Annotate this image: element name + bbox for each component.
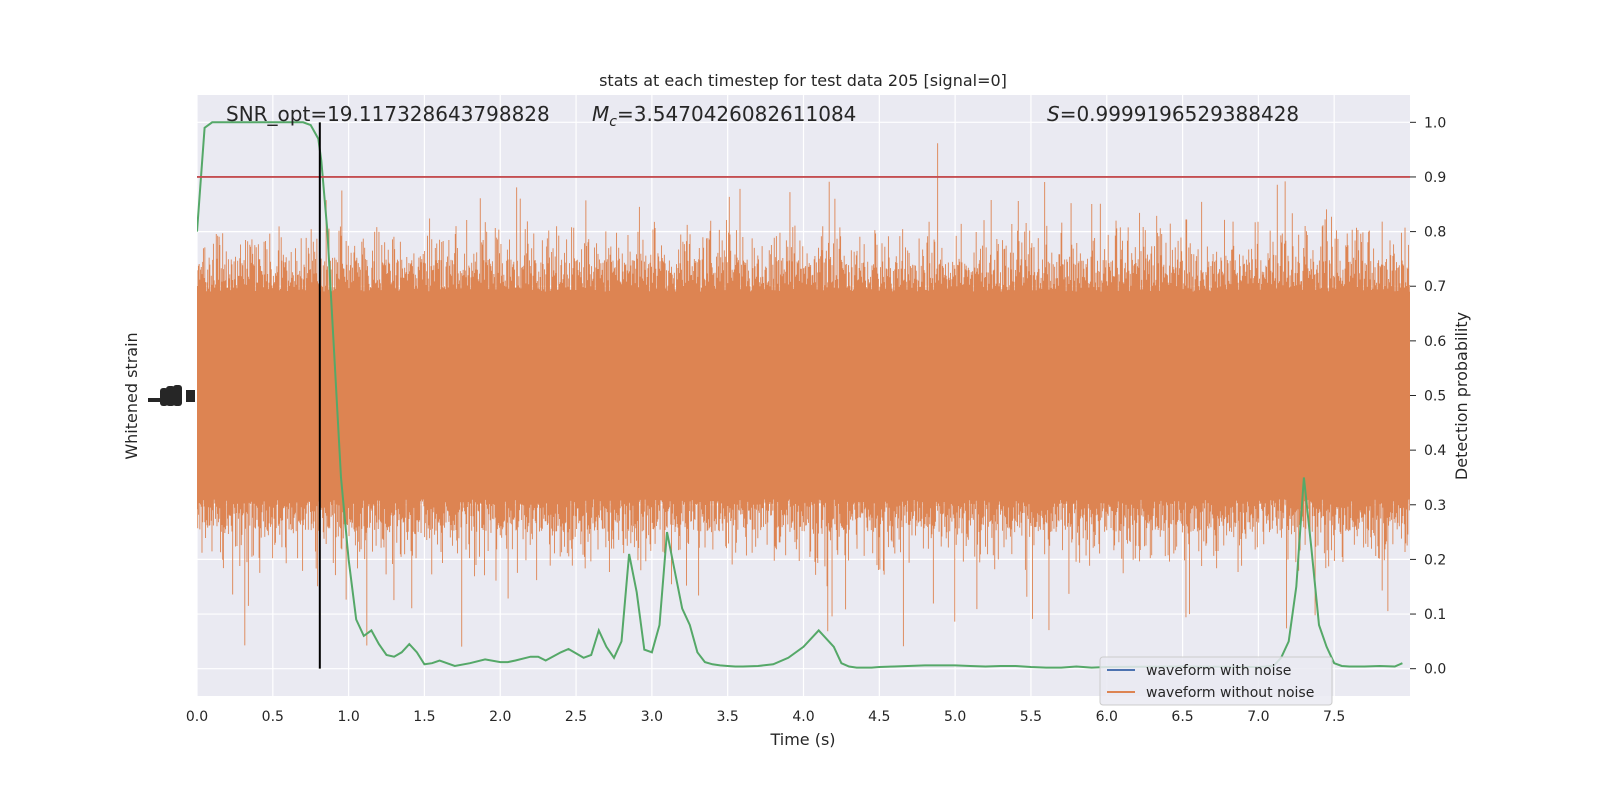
x-tick-label: 5.0: [944, 709, 966, 725]
s-value: =0.9999196529388428: [1060, 102, 1299, 126]
x-tick-label: 0.0: [186, 709, 208, 725]
y-tick-label: 0.2: [1424, 552, 1446, 568]
x-tick-label: 3.5: [717, 709, 739, 725]
chirp-mass-subscript: c: [609, 114, 617, 130]
y-tick-label: 0.6: [1424, 334, 1446, 350]
y-axis-right-ticks: 0.0 0.1 0.2 0.3 0.4 0.5 0.6 0.7 0.8 0.9 1.0: [1410, 115, 1446, 678]
x-tick-label: 3.0: [641, 709, 663, 725]
x-tick-label: 1.0: [337, 709, 359, 725]
y-tick-label: 0.9: [1424, 170, 1446, 186]
x-tick-label: 2.5: [565, 709, 587, 725]
chart-title: stats at each timestep for test data 205…: [599, 71, 1007, 90]
y-tick-label: 0.4: [1424, 443, 1446, 459]
x-tick-label: 4.5: [868, 709, 890, 725]
chirp-mass-annotation: Mc=3.5470426082611084: [592, 102, 856, 130]
chirp-mass-symbol: M: [592, 102, 609, 126]
legend: waveform with noise waveform without noi…: [1099, 656, 1333, 706]
y-tick-label: 0.3: [1424, 498, 1446, 514]
x-axis-label: Time (s): [769, 730, 835, 749]
y-tick-label: 1.0: [1424, 115, 1446, 131]
y-tick-label: 0.5: [1424, 389, 1446, 405]
legend-label-without-noise: waveform without noise: [1146, 685, 1314, 701]
x-tick-label: 2.0: [489, 709, 511, 725]
x-tick-label: 7.5: [1323, 709, 1345, 725]
legend-box: [1099, 656, 1333, 706]
y-axis-right-label: Detection probability: [1452, 312, 1471, 480]
x-tick-label: 7.0: [1247, 709, 1269, 725]
x-tick-label: 6.5: [1171, 709, 1193, 725]
y-tick-label: 0.7: [1424, 279, 1446, 295]
y-tick-label: 0.8: [1424, 225, 1446, 241]
y-tick-label: 0.1: [1424, 607, 1446, 623]
strain-noise-line: [197, 143, 1410, 647]
legend-label-with-noise: waveform with noise: [1146, 663, 1291, 679]
left-axis-artifact: [148, 385, 195, 406]
s-symbol: S: [1047, 102, 1060, 126]
snr-annotation: SNR_opt=19.117328643798828: [226, 102, 550, 126]
x-tick-label: 5.5: [1020, 709, 1042, 725]
s-annotation: S=0.9999196529388428: [1047, 102, 1299, 126]
strain-series: [197, 143, 1410, 647]
x-tick-label: 4.0: [792, 709, 814, 725]
y-axis-left-label: Whitened strain: [122, 332, 141, 459]
y-tick-label: 0.0: [1424, 662, 1446, 678]
x-tick-label: 1.5: [413, 709, 435, 725]
x-tick-label: 0.5: [262, 709, 284, 725]
x-axis-ticks: 0.0 0.5 1.0 1.5 2.0 2.5 3.0 3.5 4.0 4.5 5.0 5.5 6.0 6…: [186, 709, 1345, 725]
x-tick-label: 6.0: [1096, 709, 1118, 725]
chirp-mass-value: =3.5470426082611084: [617, 102, 856, 126]
